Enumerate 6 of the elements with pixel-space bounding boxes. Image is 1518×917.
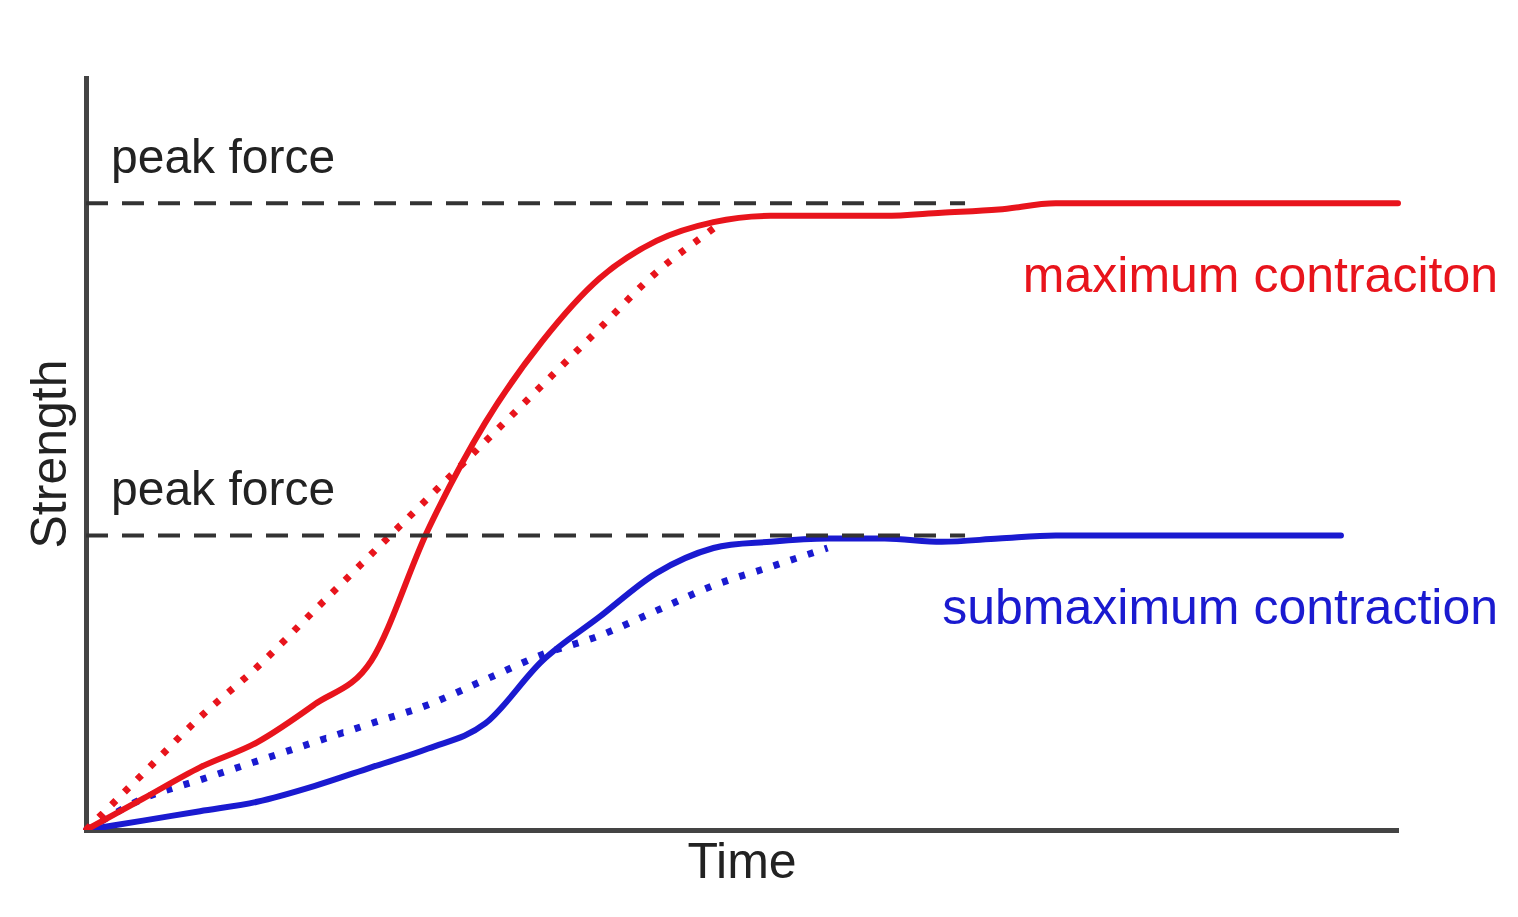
series-label: submaximum contraction — [942, 579, 1498, 636]
ref-line-label: peak force — [111, 129, 336, 183]
series-label: maximum contraciton — [1022, 247, 1498, 304]
ref-line-label: peak force — [111, 461, 336, 515]
x-axis-title: Time — [687, 832, 797, 889]
y-axis-title: Strength — [20, 359, 77, 549]
